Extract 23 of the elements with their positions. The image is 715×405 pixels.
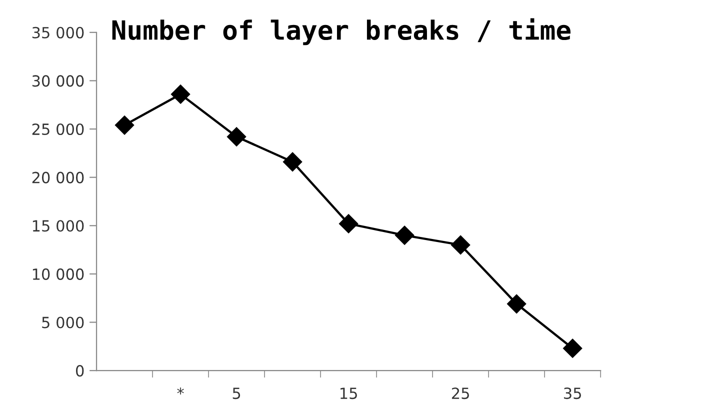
y-tick-label: 25 000 <box>32 123 84 136</box>
chart-title: Number of layer breaks / time <box>112 18 570 46</box>
point <box>451 235 470 254</box>
point <box>171 84 190 104</box>
point <box>563 338 582 358</box>
y-tick-label: 20 000 <box>32 172 84 184</box>
point <box>507 294 526 314</box>
x-tick-label: 15 <box>340 388 357 400</box>
x-tick-label: 25 <box>452 388 469 400</box>
y-tick-label: 10 000 <box>32 268 84 280</box>
y-tick-label: 30 000 <box>32 75 84 87</box>
point <box>395 226 414 245</box>
x-tick-label: * <box>177 388 184 394</box>
point <box>283 152 302 172</box>
y-tick-label: 15 000 <box>32 220 84 232</box>
x-tick-label: 5 <box>232 388 240 400</box>
point <box>339 214 358 234</box>
y-tick-label: 35 000 <box>32 26 84 38</box>
y-tick-label: 5 000 <box>42 316 84 328</box>
y-tick-label: 0 <box>76 365 84 377</box>
x-tick-label: 35 <box>564 388 581 400</box>
point <box>114 116 134 135</box>
point <box>227 127 246 146</box>
